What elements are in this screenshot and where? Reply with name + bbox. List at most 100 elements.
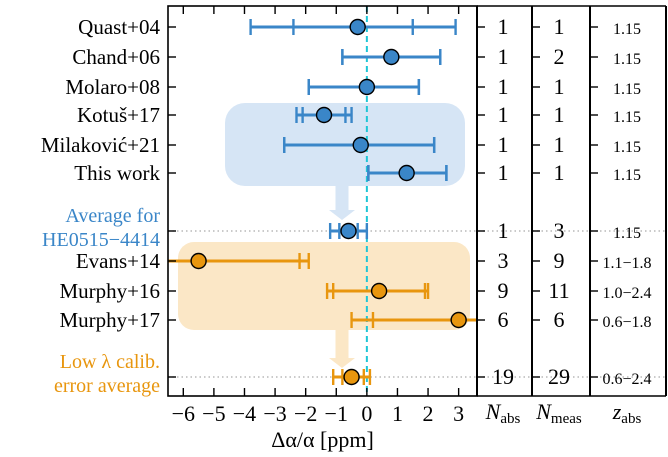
x-axis: −6 −5 −4 −3 −2 −1 0 1 2 3 Δα/α [ppm] (172, 6, 464, 452)
plot-border (167, 5, 478, 397)
data-point (190, 252, 207, 270)
data-point (358, 78, 376, 96)
column-cell-n_abs: 19 (492, 364, 514, 389)
row-label: Low λ calib. error average (54, 351, 160, 397)
row-label-line: Molaro+08 (65, 75, 160, 99)
row-label: Murphy+16 (59, 279, 160, 303)
x-axis-title: Δα/α [ppm] (271, 427, 374, 452)
data-point (340, 222, 357, 240)
column-header-main: N (535, 399, 552, 424)
row-label: Kotuš+17 (77, 103, 160, 127)
grid-lines (168, 6, 666, 396)
column-cell-n_meas: 1 (554, 160, 565, 185)
row-label-line: Milaković+21 (41, 133, 160, 157)
row-labels: Quast+04 Chand+06 Molaro+08 Kotuš+17 Milakov… (41, 15, 161, 397)
x-tick-label: −5 (202, 401, 225, 426)
column-cell-n_meas: 11 (548, 278, 569, 303)
column-header-sub: abs (500, 411, 520, 427)
row-label: Molaro+08 (65, 75, 160, 99)
column-cell-z_abs: 1.15 (613, 167, 641, 184)
row-label-line: Average for (65, 205, 160, 227)
column-cell-z_abs: 1.15 (613, 21, 641, 38)
x-tick-label: −1 (325, 401, 348, 426)
x-tick-label: −3 (263, 401, 286, 426)
column-header-n_abs: Nabs (485, 399, 521, 427)
data-row-mark (328, 222, 369, 240)
column-cell-n_meas: 2 (554, 44, 565, 69)
data-row-mark (350, 311, 477, 329)
orange-band (178, 242, 470, 330)
column-cell-n_abs: 9 (498, 278, 509, 303)
plot-frame (167, 5, 478, 397)
column-header-sub: abs (621, 411, 641, 427)
data-point (315, 106, 333, 124)
row-label: Milaković+21 (41, 133, 160, 157)
column-cell-n_meas: 29 (548, 364, 570, 389)
data-row-mark (295, 106, 353, 124)
column-header-z_abs: zabs (612, 399, 642, 427)
data-marks (168, 18, 477, 386)
blue-band-arrow (329, 186, 355, 220)
data-point (343, 368, 360, 386)
column-cell-z_abs: 1.15 (613, 81, 641, 98)
row-label-line: Murphy+16 (59, 279, 160, 303)
side-columns: 111111139619Nabs1211113911629Nmeas1.151.… (476, 5, 667, 427)
x-tick-label: −6 (172, 401, 195, 426)
column-cell-n_meas: 3 (554, 218, 565, 243)
column-cell-n_abs: 1 (498, 44, 509, 69)
row-label: Murphy+17 (59, 308, 160, 332)
data-row-mark (307, 78, 421, 96)
row-label-line: This work (74, 161, 160, 185)
column-cell-n_abs: 1 (498, 160, 509, 185)
x-tick-label: −4 (233, 401, 256, 426)
column-cell-n_abs: 1 (498, 218, 509, 243)
row-label-line: Kotuš+17 (77, 103, 160, 127)
column-cell-n_abs: 1 (498, 132, 509, 157)
column-header-main: N (485, 399, 502, 424)
row-label-line: Murphy+17 (59, 308, 160, 332)
row-label-line: HE0515−4414 (42, 229, 160, 251)
row-label: Quast+04 (78, 15, 160, 39)
data-point (352, 136, 369, 154)
column-header-sub: meas (551, 411, 582, 427)
column-cell-n_meas: 1 (554, 102, 565, 127)
column-cell-z_abs: 1.1−1.8 (602, 255, 651, 272)
data-row-mark (283, 136, 436, 154)
column-cell-n_abs: 1 (498, 102, 509, 127)
x-tick-label: −2 (294, 401, 317, 426)
row-label: Average for HE0515−4414 (42, 205, 160, 251)
row-label-line: Evans+14 (76, 249, 161, 273)
column-cell-n_meas: 1 (554, 14, 565, 39)
data-row-mark (249, 18, 457, 36)
orange-band-arrow (329, 330, 355, 368)
row-label: Chand+06 (72, 45, 160, 69)
column-cell-z_abs: 0.6−2.4 (602, 371, 651, 388)
column-cell-n_meas: 1 (554, 132, 565, 157)
row-label-line: error average (54, 375, 160, 397)
column-cell-n_meas: 9 (554, 248, 565, 273)
column-cell-z_abs: 1.15 (613, 225, 641, 242)
column-cell-n_abs: 1 (498, 14, 509, 39)
column-cell-n_meas: 1 (554, 74, 565, 99)
data-row-mark (168, 252, 310, 270)
x-tick-label: 3 (453, 401, 464, 426)
row-label-line: Chand+06 (72, 45, 160, 69)
data-point (349, 18, 366, 36)
x-tick-label: 2 (423, 401, 434, 426)
column-cell-z_abs: 1.15 (613, 51, 641, 68)
row-label-line: Quast+04 (78, 15, 160, 39)
column-cell-z_abs: 0.6−1.8 (602, 314, 651, 331)
data-row-mark (325, 282, 430, 300)
data-point (383, 48, 400, 66)
column-header-n_meas: Nmeas (535, 399, 582, 427)
data-point (370, 282, 388, 300)
column-cell-n_abs: 3 (498, 248, 509, 273)
highlight-bands (178, 103, 470, 368)
data-row-mark (367, 164, 448, 182)
data-point (450, 311, 467, 329)
column-cell-n_abs: 6 (498, 307, 509, 332)
column-cell-z_abs: 1.15 (613, 139, 641, 156)
data-point (398, 164, 415, 182)
row-label-line: Low λ calib. (60, 351, 160, 373)
